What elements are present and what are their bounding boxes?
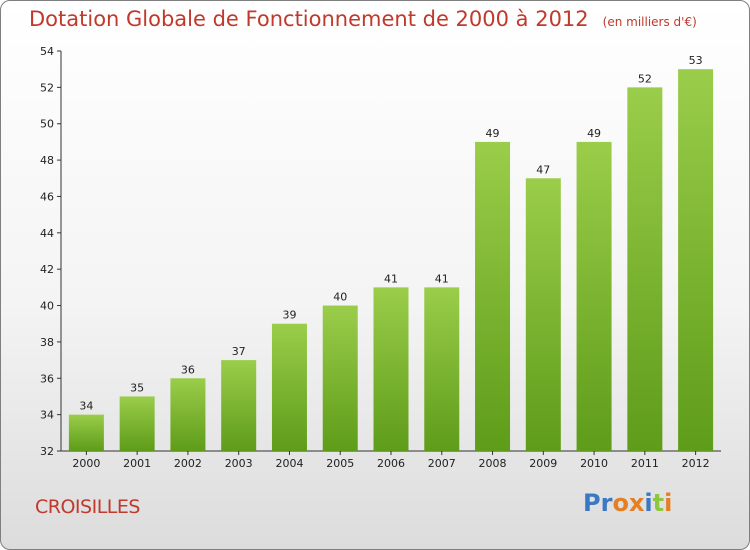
bar-2002: [170, 378, 206, 451]
data-label-2001: 35: [130, 381, 144, 394]
x-tick-label-2012: 2012: [682, 457, 710, 470]
bar-2009: [525, 178, 561, 452]
y-tick-label: 44: [40, 227, 54, 240]
x-tick-label-2008: 2008: [479, 457, 507, 470]
proxiti-logo: Proxiti: [583, 489, 672, 517]
chart-title: Dotation Globale de Fonctionnement de 20…: [29, 7, 697, 31]
bar-2005: [322, 305, 358, 451]
bar-2003: [221, 360, 257, 451]
y-tick-label: 54: [40, 45, 54, 58]
x-tick-label-2005: 2005: [326, 457, 354, 470]
logo-letter: t: [652, 489, 665, 517]
x-tick-label-2009: 2009: [529, 457, 557, 470]
chart-axes: 32 34 36 38 40 42 44 46 48 50 52 54: [40, 45, 721, 458]
x-tick-label-2004: 2004: [275, 457, 303, 470]
x-tick-label-2007: 2007: [428, 457, 456, 470]
bar-2001: [119, 396, 155, 451]
y-tick-label: 52: [40, 81, 54, 94]
bar-2012: [678, 69, 714, 451]
y-tick-label: 36: [40, 372, 54, 385]
data-label-2009: 47: [536, 163, 550, 176]
bar-2008: [475, 141, 511, 451]
y-tick-label: 46: [40, 190, 54, 203]
x-tick-label-2003: 2003: [225, 457, 253, 470]
x-tick-label-2001: 2001: [123, 457, 151, 470]
data-label-2004: 39: [282, 309, 296, 322]
y-tick-label: 42: [40, 263, 54, 276]
bar-2006: [373, 287, 409, 451]
x-tick-label-2011: 2011: [631, 457, 659, 470]
logo-letter: i: [664, 489, 673, 517]
data-label-2008: 49: [486, 127, 500, 140]
data-label-2005: 40: [333, 291, 347, 304]
data-label-2003: 37: [232, 345, 246, 358]
data-label-2006: 41: [384, 272, 398, 285]
x-tick-label-2006: 2006: [377, 457, 405, 470]
data-label-2010: 49: [587, 127, 601, 140]
bar-2004: [271, 323, 307, 451]
y-tick-label: 38: [40, 336, 54, 349]
commune-name: CROISILLES: [35, 496, 140, 518]
y-tick-label: 40: [40, 300, 54, 313]
data-label-2007: 41: [435, 272, 449, 285]
bar-2007: [424, 287, 460, 451]
y-tick-label: 48: [40, 154, 54, 167]
bar-2011: [627, 87, 663, 451]
bar-2000: [68, 414, 104, 451]
x-tick-label-2010: 2010: [580, 457, 608, 470]
data-label-2000: 34: [79, 400, 93, 413]
y-tick-label: 50: [40, 118, 54, 131]
chart-labels: 34 2000 35 2001 36 2002 37 2003 39 2004 40 2005 41 20…: [72, 54, 709, 470]
y-tick-label: 34: [40, 409, 54, 422]
x-tick-label-2000: 2000: [72, 457, 100, 470]
chart-bars: [68, 69, 714, 452]
logo-letter: r: [600, 489, 613, 517]
logo-letter: x: [628, 489, 645, 517]
logo-letter: i: [644, 489, 653, 517]
x-tick-label-2002: 2002: [174, 457, 202, 470]
bar-2010: [576, 141, 612, 451]
y-tick-label: 32: [40, 445, 54, 458]
chart-title-text: Dotation Globale de Fonctionnement de 20…: [29, 7, 589, 31]
data-label-2012: 53: [689, 54, 703, 67]
chart-subtitle: (en milliers d'€): [602, 15, 697, 29]
logo-letter: o: [612, 489, 629, 517]
data-label-2002: 36: [181, 363, 195, 376]
logo-letter: P: [583, 489, 601, 517]
data-label-2011: 52: [638, 72, 652, 85]
